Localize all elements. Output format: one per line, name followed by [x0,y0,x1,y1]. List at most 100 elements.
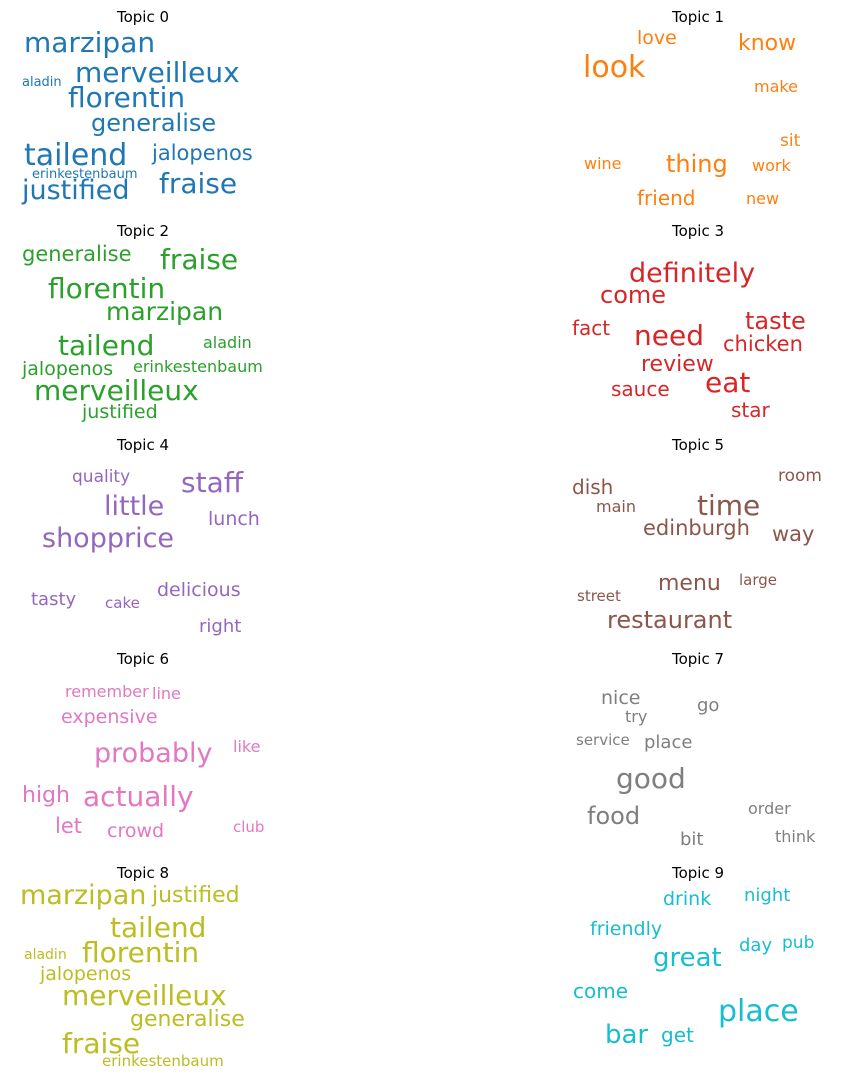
cloud-word: right [199,616,241,637]
cloud-word: florentin [82,936,199,969]
cloud-word: tasty [31,589,77,610]
cloud-word: restaurant [607,606,732,634]
cloud-word: time [697,489,760,522]
cloud-word: justified [21,175,130,206]
cloud-word: jalopenos [39,963,131,985]
cloud-word: marzipan [106,297,223,326]
cloud-word: definitely [629,258,755,289]
cloud-word: wine [584,154,622,173]
cloud-word: chicken [723,332,803,356]
cloud-word: marzipan [24,26,155,59]
cloud-word: tailend [110,911,206,944]
cloud-word: jalopenos [151,141,253,165]
cloud-word: make [754,77,798,96]
cloud-word: high [22,783,70,808]
cloud-word: generalise [91,109,216,137]
panel-title: Topic 0 [116,8,169,26]
cloud-word: sit [780,131,801,151]
cloud-word: drink [663,888,711,910]
panel-title: Topic 9 [671,864,724,882]
cloud-word: probably [94,738,212,769]
cloud-word: place [644,732,692,753]
cloud-word: menu [658,571,721,596]
cloud-word: eat [705,366,750,399]
cloud-word: merveilleux [34,374,199,407]
panel-title: Topic 2 [116,222,169,240]
cloud-word: delicious [157,579,241,601]
cloud-word: star [731,398,771,422]
cloud-word: work [752,156,791,175]
cloud-word: way [772,522,814,546]
cloud-word: actually [83,780,194,813]
cloud-word: large [739,571,777,589]
cloud-word: fraise [62,1027,140,1060]
cloud-word: quality [72,467,130,487]
cloud-word: fraise [160,243,238,276]
panel-title: Topic 8 [116,864,169,882]
panel-title: Topic 1 [671,8,724,26]
cloud-word: come [573,979,628,1003]
cloud-word: night [744,885,790,906]
panel-title: Topic 4 [116,436,169,454]
cloud-word: merveilleux [62,979,227,1012]
cloud-word: tailend [24,138,127,173]
cloud-word: erinkestenbaum [32,167,138,182]
cloud-word: bit [680,829,703,850]
cloud-word: jalopenos [21,358,113,380]
cloud-word: merveilleux [75,56,240,89]
cloud-word: aladin [22,75,62,90]
cloud-word: nice [601,687,640,709]
cloud-word: justified [81,401,158,423]
cloud-word: know [738,31,796,56]
cloud-word: fact [572,316,610,340]
cloud-word: let [55,814,82,838]
cloud-word: justified [151,883,240,908]
cloud-word: remember [65,682,149,701]
cloud-word: place [718,994,799,1029]
cloud-word: bar [605,1020,648,1050]
cloud-word: taste [745,307,806,335]
cloud-word: service [576,731,630,749]
cloud-word: sauce [611,377,670,401]
cloud-word: go [697,695,719,716]
cloud-word: street [577,587,621,605]
panel-title: Topic 7 [671,650,724,668]
cloud-word: little [104,491,164,522]
panel-title: Topic 3 [671,222,724,240]
cloud-word: lunch [208,508,260,530]
cloud-word: good [616,762,686,795]
cloud-word: like [233,737,260,756]
cloud-word: need [634,319,704,352]
cloud-word: fraise [159,167,237,200]
cloud-word: florentin [48,272,165,305]
cloud-word: try [625,707,647,726]
cloud-word: marzipan [20,880,146,911]
cloud-word: staff [181,466,244,499]
cloud-word: come [600,281,666,309]
cloud-word: order [748,799,791,818]
cloud-word: aladin [24,947,67,963]
cloud-word: room [778,466,822,486]
cloud-word: think [775,827,816,846]
cloud-word: love [637,27,677,49]
cloud-word: dish [572,475,613,499]
cloud-word: pub [782,933,814,953]
cloud-word: erinkestenbaum [133,357,263,376]
cloud-word: edinburgh [643,516,750,540]
cloud-word: line [152,684,181,703]
cloud-word: new [746,189,779,208]
cloud-word: look [583,50,646,85]
cloud-word: generalise [130,1007,245,1032]
cloud-word: day [739,935,772,956]
cloud-word: cake [105,594,140,612]
cloud-word: get [661,1023,694,1047]
cloud-word: friend [637,186,696,210]
cloud-word: aladin [203,333,252,352]
cloud-word: main [596,497,636,516]
cloud-word: florentin [68,81,185,114]
cloud-word: erinkestenbaum [102,1052,224,1070]
cloud-word: club [233,818,264,836]
cloud-word: generalise [22,242,132,266]
cloud-word: tailend [58,329,154,362]
